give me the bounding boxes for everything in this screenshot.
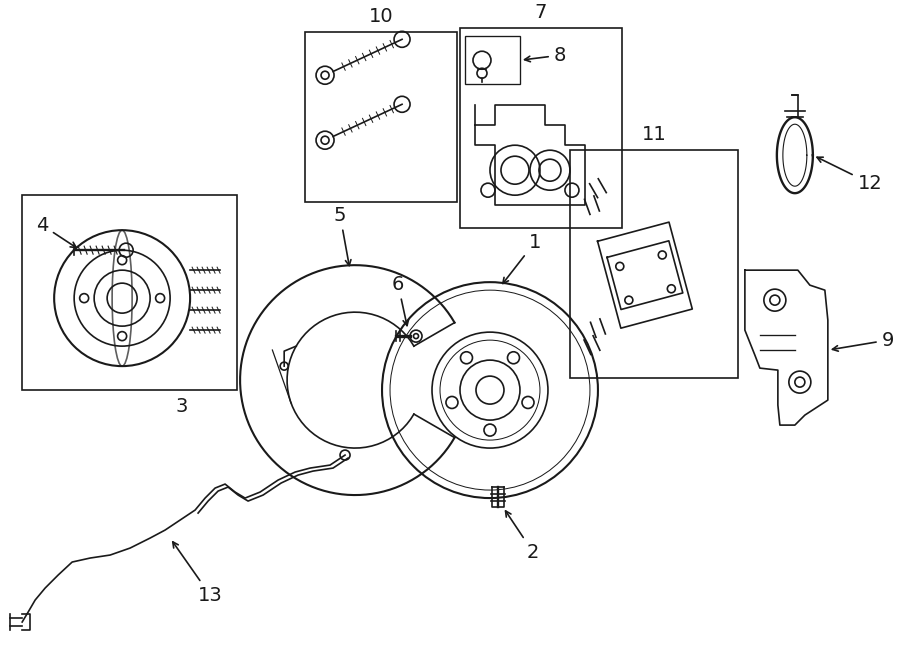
Text: 3: 3 bbox=[176, 397, 188, 416]
Text: 9: 9 bbox=[832, 330, 894, 351]
Text: 13: 13 bbox=[173, 542, 222, 605]
Text: 8: 8 bbox=[525, 46, 566, 65]
Bar bbox=[570, 150, 738, 378]
Text: 10: 10 bbox=[369, 7, 393, 26]
Text: 2: 2 bbox=[506, 511, 539, 562]
Text: 7: 7 bbox=[535, 3, 547, 22]
Text: 1: 1 bbox=[503, 233, 541, 284]
Bar bbox=[305, 32, 457, 202]
Text: 6: 6 bbox=[392, 275, 409, 326]
Bar bbox=[22, 195, 237, 390]
Text: 11: 11 bbox=[642, 125, 666, 143]
Text: 12: 12 bbox=[817, 157, 882, 193]
Text: 5: 5 bbox=[334, 206, 351, 266]
Bar bbox=[465, 36, 520, 84]
Bar bbox=[460, 28, 622, 228]
Text: 4: 4 bbox=[36, 215, 76, 248]
